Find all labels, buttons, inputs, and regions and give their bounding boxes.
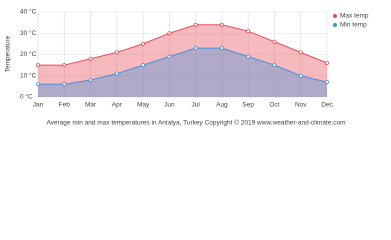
marker — [36, 63, 41, 68]
y-tick-label: 40 °C — [20, 8, 37, 16]
x-tick-label: Aug — [216, 102, 228, 109]
marker — [141, 63, 146, 68]
area — [38, 24, 327, 97]
marker — [62, 82, 67, 87]
marker — [272, 39, 277, 44]
legend-marker — [333, 23, 337, 27]
x-tick-label: Sep — [242, 102, 254, 109]
marker — [88, 56, 93, 61]
marker — [298, 50, 303, 55]
line — [38, 24, 328, 66]
marker — [88, 78, 93, 83]
marker — [141, 41, 146, 46]
marker — [167, 54, 172, 59]
marker — [114, 71, 119, 76]
marker — [324, 61, 329, 66]
marker — [193, 22, 198, 27]
y-tick-label: 20 °C — [20, 50, 37, 58]
x-tick-label: Feb — [59, 102, 71, 109]
marker — [246, 29, 251, 34]
caption: Average min and max temperatures in Anta… — [46, 119, 345, 127]
marker — [272, 63, 277, 68]
y-tick-label: 30 °C — [20, 29, 37, 37]
x-tick-label: May — [137, 102, 150, 109]
legend-label: Min temp — [340, 22, 367, 29]
x-tick-label: Oct — [269, 102, 279, 109]
x-tick-label: Mar — [85, 102, 97, 109]
marker — [114, 50, 119, 55]
x-tick-label: Jul — [191, 102, 200, 109]
marker — [167, 31, 172, 36]
marker — [324, 80, 329, 85]
y-tick-label: 0 °C — [20, 93, 33, 101]
x-tick-label: Jan — [33, 102, 44, 109]
marker — [36, 82, 41, 87]
line — [38, 47, 328, 85]
legend-label: Max temp — [340, 13, 369, 20]
marker — [219, 22, 224, 27]
marker — [246, 54, 251, 59]
chart: Temperature Average min and max temperat… — [5, 8, 369, 127]
x-tick-label: Apr — [112, 102, 123, 109]
x-tick-label: Nov — [295, 102, 307, 109]
x-tick-label: Dec — [321, 102, 333, 109]
x-tick-label: Jun — [164, 102, 175, 109]
area — [38, 48, 327, 97]
y-axis-title: Temperature — [5, 35, 12, 72]
marker — [298, 73, 303, 78]
marker — [62, 63, 67, 68]
y-tick-label: 10 °C — [20, 71, 37, 79]
marker — [219, 46, 224, 51]
marker — [193, 46, 198, 51]
legend-marker — [333, 14, 337, 18]
